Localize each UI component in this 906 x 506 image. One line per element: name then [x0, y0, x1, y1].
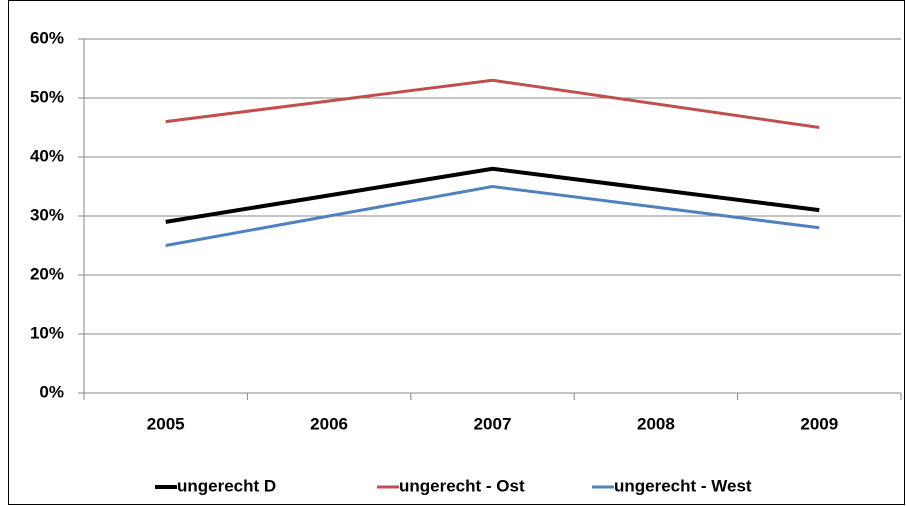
series-line	[165, 184, 820, 247]
legend-label: ungerecht - Ost	[399, 476, 525, 495]
y-tick-label: 30%	[30, 205, 64, 224]
y-tick-label: 40%	[30, 146, 64, 165]
y-tick-label: 60%	[30, 28, 64, 47]
y-tick-label: 10%	[30, 323, 64, 342]
series-line	[165, 78, 820, 129]
chart-frame	[8, 0, 905, 505]
y-tick-label: 0%	[39, 382, 64, 401]
x-tick-label: 2008	[637, 414, 675, 433]
x-tick-label: 2005	[147, 414, 185, 433]
y-tick-label: 50%	[30, 87, 64, 106]
x-tick-label: 2007	[474, 414, 512, 433]
legend-label: ungerecht D	[177, 476, 276, 495]
series-line	[165, 166, 820, 224]
x-tick-label: 2009	[800, 414, 838, 433]
legend-label: ungerecht - West	[614, 476, 752, 495]
x-tick-label: 2006	[310, 414, 348, 433]
y-tick-label: 20%	[30, 264, 64, 283]
